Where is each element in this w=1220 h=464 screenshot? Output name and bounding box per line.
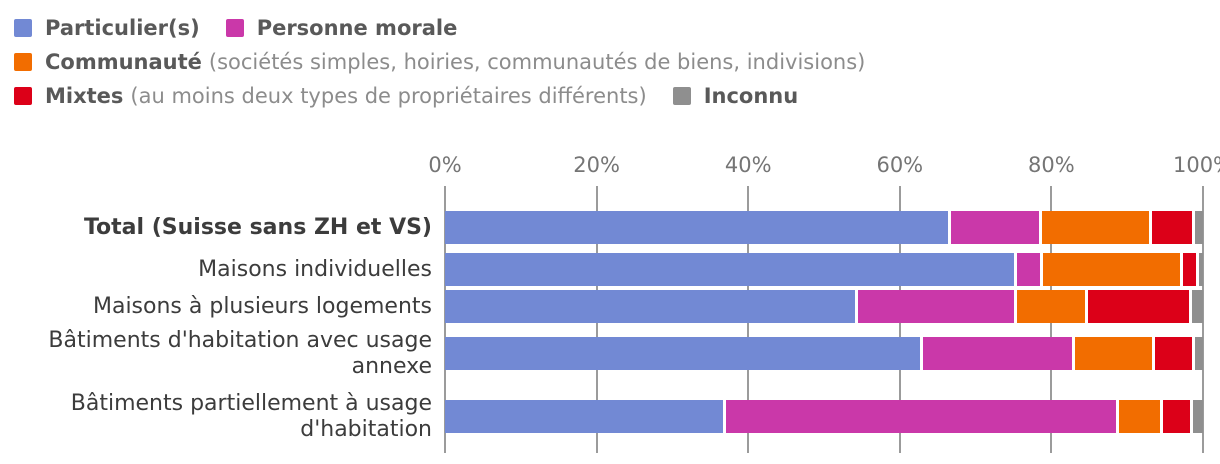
legend-label: Mixtes bbox=[45, 84, 124, 108]
legend-label: Particulier(s) bbox=[45, 16, 200, 40]
stacked-bar bbox=[445, 290, 1203, 323]
legend-item-particuliers: Particulier(s) bbox=[14, 16, 200, 40]
legend-row-1: Particulier(s) Personne morale bbox=[14, 11, 865, 45]
x-axis-tick-label: 0% bbox=[428, 153, 462, 177]
bar-segment bbox=[445, 400, 727, 433]
category-label: Maisons à plusieurs logements bbox=[92, 293, 432, 319]
legend-note: (sociétés simples, hoiries, communautés … bbox=[208, 50, 866, 74]
legend-item-communaute: Communauté (sociétés simples, hoiries, c… bbox=[14, 50, 865, 74]
bar-segment bbox=[1194, 211, 1203, 244]
x-axis-tick-label: 80% bbox=[1028, 153, 1075, 177]
legend-note: (au moins deux types de propriétaires di… bbox=[130, 84, 647, 108]
stacked-bar bbox=[445, 337, 1203, 370]
legend-swatch-particuliers bbox=[14, 19, 32, 37]
bar-segment bbox=[445, 290, 859, 323]
bar-segment bbox=[1042, 211, 1153, 244]
legend-label: Communauté bbox=[45, 50, 202, 74]
bar-segment bbox=[445, 211, 952, 244]
legend-item-mixtes: Mixtes (au moins deux types de propriéta… bbox=[14, 84, 647, 108]
legend-swatch-personne-morale bbox=[225, 19, 244, 37]
x-axis-tick-label: 100% bbox=[1172, 153, 1220, 177]
x-axis-tick-label: 20% bbox=[573, 153, 620, 177]
bar-segment bbox=[1087, 290, 1193, 323]
legend-label: Inconnu bbox=[703, 84, 799, 108]
category-label: Total (Suisse sans ZH et VS) bbox=[83, 214, 432, 240]
bar-segment bbox=[1162, 400, 1194, 433]
stacked-bar bbox=[445, 253, 1203, 286]
legend: Particulier(s) Personne morale Communaut… bbox=[14, 11, 865, 113]
gridline-100% bbox=[1202, 186, 1204, 453]
legend-row-2: Communauté (sociétés simples, hoiries, c… bbox=[14, 45, 865, 79]
bar-segment bbox=[1016, 290, 1088, 323]
bar-segment bbox=[1152, 211, 1195, 244]
legend-label: Personne morale bbox=[256, 16, 458, 40]
bar-segment bbox=[1192, 290, 1203, 323]
legend-swatch-communaute bbox=[14, 53, 32, 71]
category-label: Maisons individuelles bbox=[198, 256, 432, 282]
legend-swatch-inconnu bbox=[672, 87, 691, 105]
bar-segment bbox=[1118, 400, 1163, 433]
stacked-bar bbox=[445, 400, 1203, 433]
bar-segment bbox=[1183, 253, 1200, 286]
bar-segment bbox=[1195, 337, 1203, 370]
bar-segment bbox=[1074, 337, 1156, 370]
legend-row-3: Mixtes (au moins deux types de propriéta… bbox=[14, 79, 865, 113]
bar-segment bbox=[445, 253, 1018, 286]
bar-segment bbox=[922, 337, 1075, 370]
bar-segment bbox=[445, 337, 923, 370]
legend-swatch-mixtes bbox=[14, 87, 32, 105]
bar-segment bbox=[1199, 253, 1203, 286]
bar-segment bbox=[858, 290, 1017, 323]
legend-item-inconnu: Inconnu bbox=[672, 84, 799, 108]
bar-segment bbox=[951, 211, 1043, 244]
bar-segment bbox=[1193, 400, 1203, 433]
bar-segment bbox=[1155, 337, 1196, 370]
bar-segment bbox=[1043, 253, 1184, 286]
bar-segment bbox=[1017, 253, 1044, 286]
bar-segment bbox=[726, 400, 1119, 433]
category-label: Bâtiments d'habitation avec usage annexe bbox=[48, 327, 432, 379]
x-axis-tick-label: 60% bbox=[876, 153, 924, 177]
x-axis-tick-label: 40% bbox=[724, 153, 772, 177]
stacked-bar bbox=[445, 211, 1203, 244]
category-label: Bâtiments partiellement à usage d'habita… bbox=[70, 390, 432, 442]
legend-item-personne-morale: Personne morale bbox=[225, 16, 458, 40]
